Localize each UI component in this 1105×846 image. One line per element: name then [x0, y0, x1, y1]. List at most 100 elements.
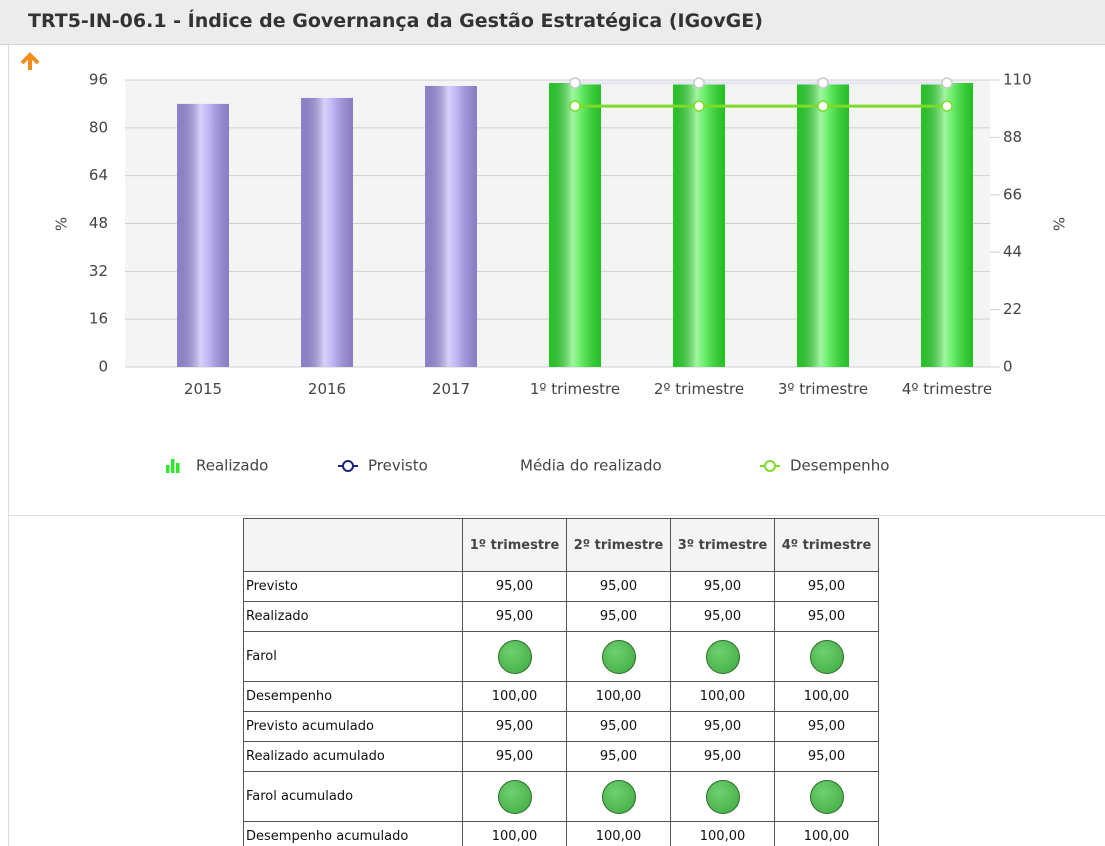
cell: 95,00 [566, 711, 671, 742]
legend-label: Previsto [368, 457, 428, 475]
light-cell [566, 771, 671, 822]
cell: 95,00 [566, 601, 671, 632]
x-tick-label: 2º trimestre [653, 380, 745, 398]
y-tick-label: 64 [89, 166, 108, 184]
table-row: Farol [243, 631, 879, 682]
bar-gloss [921, 82, 973, 367]
row-label: Desempenho acumulado [243, 821, 463, 846]
column-header: 1º trimestre [462, 518, 567, 572]
row-label: Desempenho [243, 681, 463, 712]
status-light [705, 639, 740, 674]
cell: 95,00 [670, 741, 775, 772]
cell: 95,00 [462, 741, 567, 772]
y2-tick-label: 110 [1003, 71, 1032, 89]
table-row: Farol acumulado [243, 771, 879, 822]
title: TRT5-IN-06.1 - Índice de Governança da G… [28, 10, 763, 32]
row-label: Realizado acumulado [243, 741, 463, 772]
cell: 100,00 [774, 821, 879, 846]
legend-label: Desempenho [790, 457, 889, 475]
table-row: Previsto 95,00 95,00 95,00 95,00 [243, 571, 879, 602]
legend-label: Realizado [196, 457, 268, 475]
cell: 95,00 [774, 571, 879, 602]
bar-gloss [549, 82, 601, 367]
cell: 95,00 [566, 571, 671, 602]
cell: 100,00 [462, 681, 567, 712]
row-label: Previsto acumulado [243, 711, 463, 742]
y-axis-label: % [53, 217, 71, 231]
cell: 100,00 [670, 821, 775, 846]
light-cell [774, 631, 879, 682]
cell: 100,00 [566, 821, 671, 846]
cell: 95,00 [462, 601, 567, 632]
y-tick-label: 80 [89, 118, 108, 136]
x-tick-label: 4º trimestre [901, 380, 993, 398]
cell: 100,00 [670, 681, 775, 712]
line-point [569, 100, 581, 112]
row-label: Farol acumulado [243, 771, 463, 822]
status-light [497, 639, 532, 674]
y2-tick-label: 44 [1003, 243, 1022, 261]
cell: 95,00 [566, 741, 671, 772]
line-point [569, 77, 581, 89]
cell: 95,00 [670, 711, 775, 742]
column-header: 3º trimestre [670, 518, 775, 572]
cell: 95,00 [462, 711, 567, 742]
y-tick-label: 32 [89, 262, 108, 280]
line-point [693, 77, 705, 89]
up-arrow-icon[interactable] [20, 52, 40, 70]
legend-icon [764, 460, 776, 472]
status-light [705, 779, 740, 814]
line-point [941, 100, 953, 112]
legend-icon [171, 459, 175, 473]
row-label: Previsto [243, 571, 463, 602]
light-cell [462, 771, 567, 822]
table-row: Realizado acumulado 95,00 95,00 95,00 95,00 [243, 741, 879, 772]
y-tick-label: 16 [89, 310, 108, 328]
cell: 95,00 [774, 711, 879, 742]
x-tick-label: 2016 [307, 380, 347, 398]
y-tick-label: 48 [89, 214, 108, 232]
y-tick-label: 96 [89, 71, 108, 89]
line-point [817, 100, 829, 112]
y2-axis-label: % [1050, 217, 1068, 231]
table-row: Realizado 95,00 95,00 95,00 95,00 [243, 601, 879, 632]
y2-tick-label: 66 [1003, 185, 1022, 203]
status-light [809, 779, 844, 814]
status-light [809, 639, 844, 674]
bar-gloss [177, 103, 229, 368]
status-light [601, 779, 636, 814]
bar-gloss [673, 82, 725, 367]
line-point [693, 100, 705, 112]
row-label: Farol [243, 631, 463, 682]
x-tick-label: 2017 [431, 380, 471, 398]
data-table: 1º trimestre 2º trimestre 3º trimestre 4º t… [243, 518, 879, 846]
legend-icon [342, 460, 354, 472]
column-header [243, 518, 463, 572]
column-header: 2º trimestre [566, 518, 671, 572]
table-row: Desempenho acumulado 100,00 100,00 100,00 10… [243, 821, 879, 846]
y2-tick-label: 0 [1003, 358, 1013, 376]
line-point [941, 77, 953, 89]
x-tick-label: 2015 [183, 380, 223, 398]
cell: 100,00 [774, 681, 879, 712]
bar-gloss [301, 97, 353, 367]
light-cell [670, 771, 775, 822]
table-row: Previsto acumulado 95,00 95,00 95,00 95,00 [243, 711, 879, 742]
legend-icon [176, 463, 180, 473]
light-cell [774, 771, 879, 822]
x-tick-label: 3º trimestre [777, 380, 869, 398]
chart: 0 16 32 48 64 80 96 0 22 44 66 88 110% % Realizado Prev… [20, 52, 1068, 475]
status-light [497, 779, 532, 814]
y2-tick-label: 88 [1003, 128, 1022, 146]
legend-label: Média do realizado [520, 457, 662, 475]
line-point [817, 77, 829, 89]
header: TRT5-IN-06.1 - Índice de Governança da G… [0, 0, 1105, 45]
cell: 95,00 [670, 571, 775, 602]
table-row: Desempenho 100,00 100,00 100,00 100,00 [243, 681, 879, 712]
light-cell [566, 631, 671, 682]
cell: 100,00 [462, 821, 567, 846]
light-cell [462, 631, 567, 682]
status-light [601, 639, 636, 674]
cell: 95,00 [774, 601, 879, 632]
